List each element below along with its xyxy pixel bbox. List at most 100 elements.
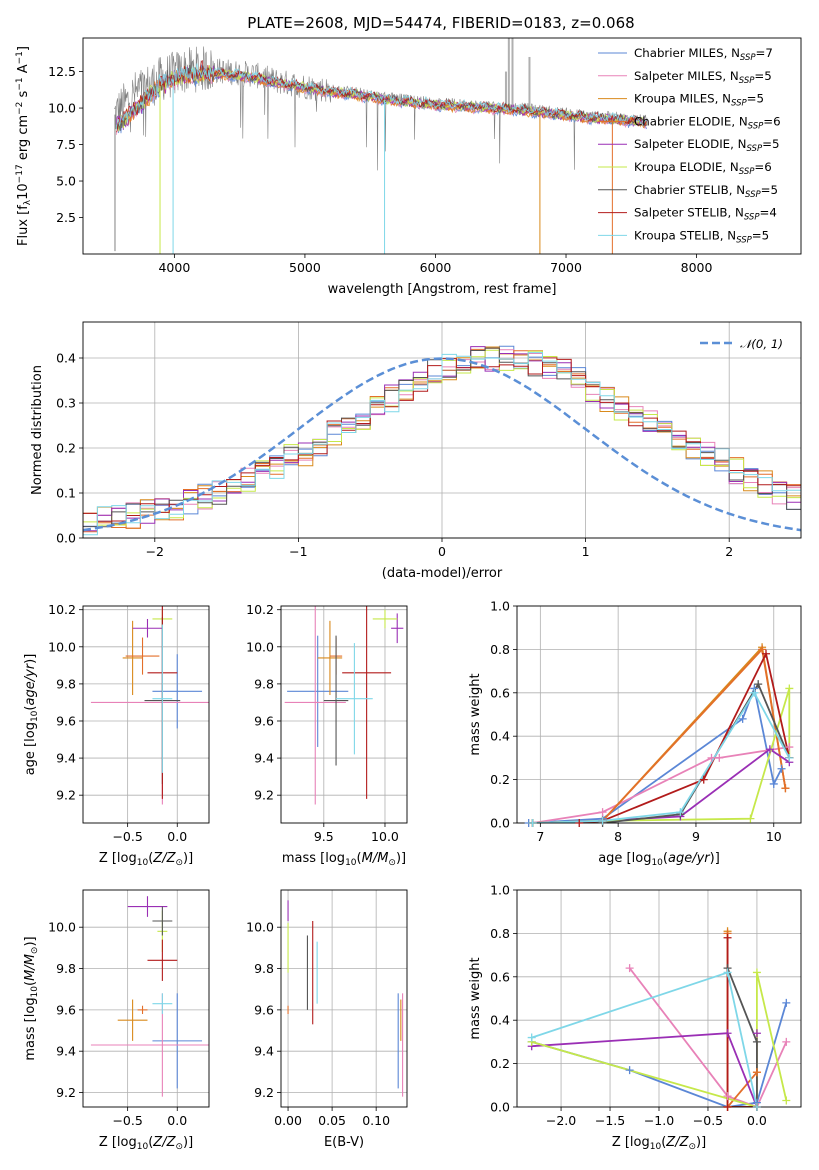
x-axis-label-part: ⊙ [388,858,396,868]
y-tick-label: 10.0 [48,101,76,116]
x-tick-label: −1.0 [644,1113,674,1128]
x-axis-label-part: ⊙ [688,1142,696,1152]
x-tick-label: 0.0 [167,829,187,844]
y-tick-label: 0.0 [490,816,510,831]
y-tick-label: 0.4 [490,1013,510,1028]
y-axis-label-part: / [23,675,38,682]
x-axis-label-part: Z [152,851,163,866]
plus-marker [752,1029,761,1038]
plus-marker [754,680,763,689]
y-tick-label: 9.4 [56,1044,76,1059]
plus-marker [782,1037,791,1046]
legend-label-tail: =7 [756,46,773,60]
y-tick-label: 9.6 [56,1002,76,1017]
plus-marker [528,819,537,827]
grid-lines [83,890,209,1107]
y-tick-label: 0.4 [56,351,76,366]
y-axis-label-part: 10 [30,986,40,998]
y-axis-label: Flux [fλ10−17 erg cm−2 s−1 A−1] [15,46,33,246]
y-axis-label-part: −2 [15,102,25,115]
legend-label-tail: =5 [762,137,779,151]
x-tick-label: −0.5 [112,829,142,844]
y-tick-label: 7.5 [56,137,76,152]
mass-weight-line [532,688,791,823]
plus-marker [785,684,794,693]
grid-lines [281,890,407,1107]
axes-frame [516,605,802,824]
y-tick-label: 0.2 [490,1056,510,1071]
age-vs-z-panel: −0.5 0.09.29.49.69.810.010.2Z [log10(Z/Z⊙… [23,602,210,868]
legend-label-tail: =5 [754,69,771,83]
y-tick-label: 1.0 [490,883,510,898]
y-tick-label: 9.8 [56,961,76,976]
plus-marker [785,753,794,762]
observed-spectrum [114,46,648,171]
plus-marker [707,753,716,762]
legend-label-sub: SSP [744,213,760,223]
plus-marker [625,1066,634,1075]
plus-marker [527,1033,536,1042]
y-tick-label: 0.2 [490,772,510,787]
plus-marker [625,964,634,973]
plot-area [284,606,404,805]
y-axis-label-part: age [log [23,722,38,775]
y-tick-label: 9.2 [254,1085,274,1100]
y-axis-label-part: λ [23,199,33,205]
legend-label-tail: =6 [754,160,771,174]
y-tick-label: 9.2 [56,1085,76,1100]
massweight-vs-z-panel: −2.0 −1.5 −1.0 −0.5 0.0 0.0 0.2 0.4 0.6 0.8 1.0 Z [… [468,883,802,1152]
y-axis-label-part: −17 [15,164,25,183]
plus-marker [752,968,761,977]
legend-label-main: Kroupa ELODIE, N [634,160,739,174]
y-axis-label-part: ( [23,706,38,711]
y-axis-label-part: ] [16,46,31,51]
x-axis-label-part: age [668,851,692,866]
x-axis-label-part: / [161,1135,168,1150]
x-axis-label-part: Z [log [99,1135,137,1150]
y-tick-label: 12.5 [48,64,76,79]
x-tick-label: 4000 [158,260,190,275]
y-tick-label: 0.3 [56,396,76,411]
legend-label: Kroupa ELODIE, NSSP=6 [634,160,772,177]
y-axis-label-part: M [23,970,38,981]
x-tick-label: 7000 [550,260,582,275]
plus-marker [746,814,755,823]
x-axis-label-part: )] [696,1135,706,1150]
plot-area [90,606,209,805]
x-tick-label: −2.0 [546,1113,576,1128]
y-axis-label: mass [log10(M/M⊙)] [23,936,40,1060]
x-axis-label-part: Z [152,1135,163,1150]
y-axis-label-part: mass [log [23,997,38,1060]
x-axis-label-part: ⊙ [175,1142,183,1152]
x-axis-label-part: 10 [137,858,149,868]
x-axis-label-part: Z [679,1135,690,1150]
x-tick-label: 7 [536,829,544,844]
y-axis-label-part: erg cm [16,115,31,164]
plus-marker [723,1029,732,1038]
legend-label-main: Kroupa MILES, N [634,92,731,106]
axes-frame [280,889,408,1108]
plus-marker [782,998,791,1007]
x-axis-label-part: / [674,1135,681,1150]
axes-frame [280,605,408,824]
x-tick-label: 0 [438,544,446,559]
legend-label-sub: SSP [731,99,747,109]
mass-weight-line [628,967,788,1107]
legend-label-sub: SSP [736,235,752,245]
legend-label-main: Chabrier MILES, N [634,46,740,60]
x-axis-label-part: Z [log [99,851,137,866]
grid-lines [281,606,407,823]
x-tick-label: −2 [146,544,164,559]
y-axis-label-part: )] [23,936,38,946]
y-tick-label: 10.0 [48,920,76,935]
mass-weight-line [531,971,758,1107]
y-tick-label: 9.6 [254,1002,274,1017]
plus-marker [782,1096,791,1105]
mass-vs-ebv-panel: 0.00 0.05 0.10 9.2 9.4 9.6 9.8 10.0 E(B-V) [246,889,408,1150]
plus-marker [769,779,778,788]
mass-weight-line [579,651,791,823]
plus-marker [777,764,786,773]
plus-marker [598,808,607,817]
